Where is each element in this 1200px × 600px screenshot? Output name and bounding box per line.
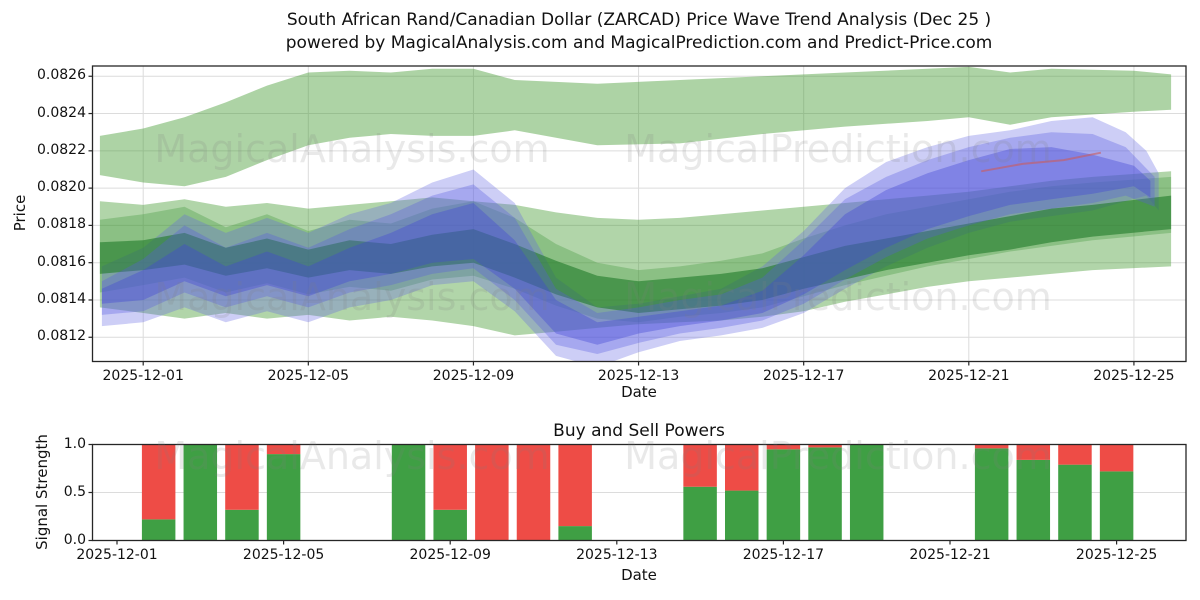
sell-power-bar [683,444,717,487]
buy-power-bar [974,448,1009,541]
sell-power-bar [516,444,551,541]
mid-green-band [99,171,1172,336]
sell-power-bar [1099,444,1134,472]
price-y-tick-label: 0.0816 [37,253,86,270]
power-x-tick-label: 2025-12-09 [409,546,491,563]
price-y-tick-label: 0.0822 [37,141,86,158]
price-y-tick-label: 0.0812 [37,328,86,345]
upper-forecast-green-band [99,66,1172,187]
power-y-tick-label: 0.5 [63,483,86,500]
power-y-tick-label: 0.0 [63,531,86,548]
price-x-tick-label: 2025-12-25 [1093,367,1175,384]
power-chart-title: Buy and Sell Powers [553,421,725,441]
buy-power-bar [391,444,426,541]
outer-blue-band [101,117,1159,362]
buy-power-bar [1099,471,1134,541]
price-plot-border [91,65,1187,363]
buy-power-bar [558,526,592,541]
power-x-tick-label: 2025-12-17 [742,546,825,563]
sell-power-bar [1016,444,1051,460]
buy-power-bar [849,444,884,541]
price-x-tick-label: 2025-12-17 [762,367,845,384]
power-x-tick-label: 2025-12-25 [1075,546,1158,563]
figure-title-line1: South African Rand/Canadian Dollar (ZARC… [286,10,992,30]
buy-power-bar [725,490,759,541]
price-y-tick-label: 0.0820 [37,179,86,196]
sell-power-bar [558,444,592,527]
buy-power-bar [183,444,218,541]
price-x-tick-label: 2025-12-21 [928,367,1010,384]
inner-green-band [99,176,1172,323]
mid-blue-band [101,132,1155,354]
power-bars-group [141,444,1134,541]
power-y-tick-label: 1.0 [63,435,86,452]
power-x-tick-label: 2025-12-01 [76,546,158,563]
buy-power-bar [766,449,801,541]
sell-power-bar [808,444,842,448]
power-x-tick-label: 2025-12-13 [576,546,658,563]
buy-power-bar [266,454,301,541]
sell-power-bar [1058,444,1092,465]
sell-power-bar [225,444,259,510]
buy-power-bar [141,519,176,541]
buy-power-bar [1016,459,1051,541]
price-x-tick-label: 2025-12-13 [597,367,680,384]
sell-power-bar [433,444,467,510]
price-x-axis-label: Date [621,383,657,401]
red-trend-line [981,151,1102,173]
sell-power-bar [266,444,301,455]
buy-power-bar [683,486,717,541]
sell-power-bar [141,444,176,520]
price-y-tick-label: 0.0814 [37,290,86,307]
buy-power-bar [225,509,259,541]
power-x-tick-label: 2025-12-05 [242,546,325,563]
price-y-tick-label: 0.0824 [37,104,86,121]
buy-power-bar [808,447,842,541]
sell-power-bar [475,444,509,541]
core-blue-band [101,147,1151,345]
sell-power-bar [974,444,1009,449]
price-y-tick-label: 0.0818 [37,216,86,233]
sell-power-bar [766,444,801,450]
core-green-band [99,195,1172,313]
price-x-tick-label: 2025-12-01 [102,367,184,384]
price-y-tick-label: 0.0826 [37,67,86,84]
price-bands-group [99,66,1172,362]
figure-title-line2: powered by MagicalAnalysis.com and Magic… [285,33,993,53]
price-x-tick-label: 2025-12-09 [432,367,515,384]
price-x-tick-label: 2025-12-05 [267,367,349,384]
power-x-axis-label: Date [621,566,657,584]
sell-power-bar [725,444,759,491]
power-x-tick-label: 2025-12-21 [909,546,991,563]
buy-power-bar [1058,464,1092,541]
buy-power-bar [433,509,467,541]
